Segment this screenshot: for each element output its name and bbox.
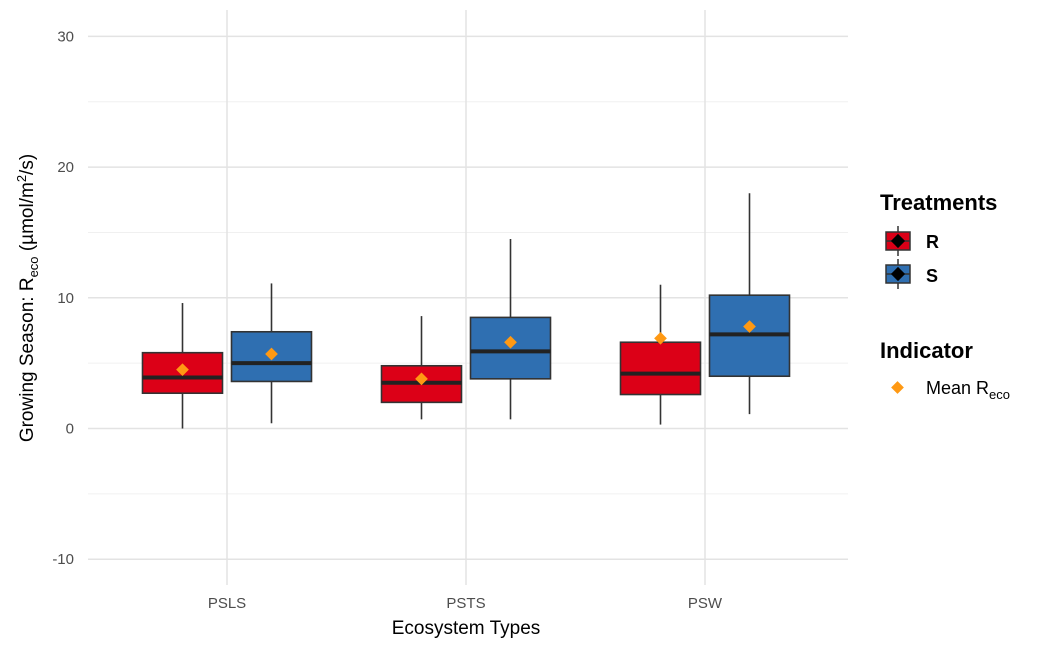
legend-key-r-diamond xyxy=(890,233,906,249)
legend-title-treatments: Treatments xyxy=(880,190,997,215)
grid xyxy=(88,10,848,585)
y-axis-title-sup: 2 xyxy=(14,175,29,182)
legend-label-r: R xyxy=(926,232,939,252)
box-s-psw xyxy=(708,193,791,415)
legend-label-s: S xyxy=(926,266,938,286)
y-axis-ticks: -10 0 10 20 30 xyxy=(52,28,74,568)
y-axis-title-prefix: Growing Season: R xyxy=(17,277,38,442)
box-r-psw xyxy=(619,284,702,425)
legend-label-mean-main: Mean R xyxy=(926,378,989,398)
x-tick-label: PSW xyxy=(688,595,723,612)
legend-key-s-diamond xyxy=(890,266,906,282)
y-tick-label: -10 xyxy=(52,551,74,568)
y-tick-label: 0 xyxy=(66,421,74,438)
x-axis-ticks: PSLS PSTS PSW xyxy=(208,595,723,612)
box-r-psts xyxy=(380,316,463,420)
legend-title-indicator: Indicator xyxy=(880,338,973,363)
legend-item-r: R xyxy=(885,226,939,256)
y-axis-title: Growing Season: Reco (µmol/m2/s) xyxy=(14,154,41,442)
mean-marker xyxy=(415,372,428,386)
y-tick-label: 30 xyxy=(57,28,74,45)
legend: Treatments R S Indicator Mean Reco xyxy=(880,190,1010,402)
box-s-psls xyxy=(230,283,313,424)
y-tick-label: 10 xyxy=(57,290,74,307)
y-tick-label: 20 xyxy=(57,159,74,176)
mean-marker xyxy=(176,363,189,377)
box-r-psls xyxy=(141,303,224,429)
y-axis-title-mid: (µmol/m xyxy=(17,182,38,256)
box-s-psts xyxy=(469,238,552,420)
y-axis-title-sub: eco xyxy=(26,256,41,277)
legend-item-s: S xyxy=(885,259,938,289)
boxes xyxy=(141,193,791,429)
x-axis-title: Ecosystem Types xyxy=(392,618,541,639)
box-iqr xyxy=(619,341,702,396)
x-tick-label: PSTS xyxy=(446,595,485,612)
y-axis-title-suffix: /s) xyxy=(17,154,38,175)
mean-marker xyxy=(265,347,278,361)
legend-label-mean-sub: eco xyxy=(989,387,1010,402)
legend-label-mean: Mean Reco xyxy=(926,378,1010,402)
x-tick-label: PSLS xyxy=(208,595,246,612)
